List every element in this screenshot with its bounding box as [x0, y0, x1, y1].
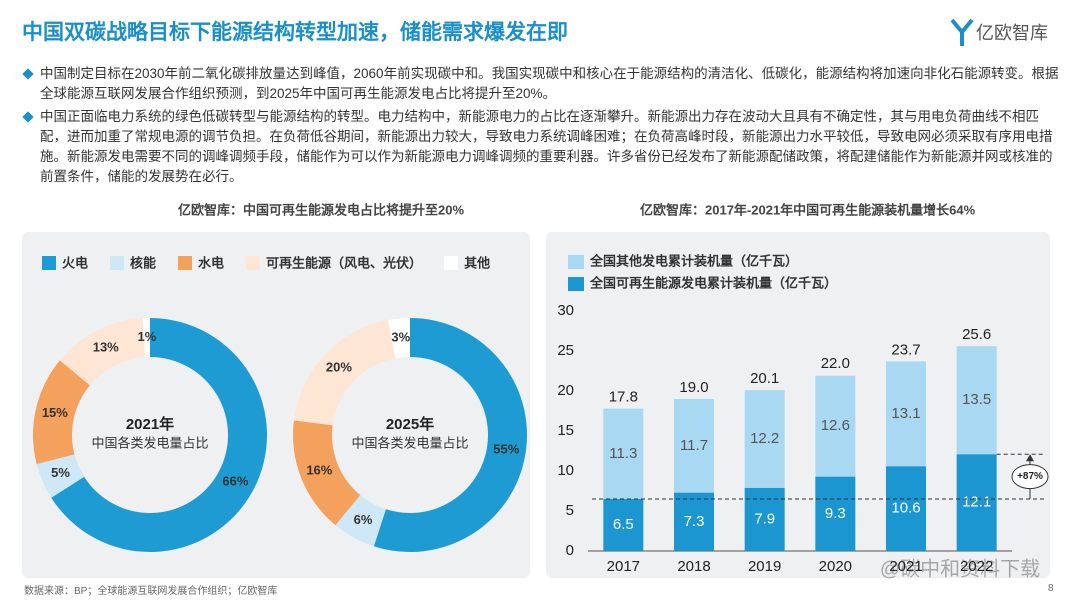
pie-slice — [59, 318, 146, 386]
bar-segment — [956, 454, 997, 551]
value-label: 11.7 — [680, 437, 708, 454]
bar-segment — [744, 487, 785, 551]
legend-label: 可再生能源（风电、光伏） — [266, 255, 422, 270]
source: 数据来源：BP；全球能源互联网发展合作组织；亿欧智库 — [24, 586, 278, 597]
legend-label: 火电 — [62, 255, 88, 270]
y-tick-label: 25 — [557, 342, 574, 359]
legend-label: 其他 — [464, 255, 490, 270]
center-title: 2021年 — [126, 415, 174, 433]
value-label: 6.5 — [613, 516, 634, 533]
pie-slice — [51, 318, 268, 553]
legend-label: 水电 — [198, 255, 224, 270]
x-tick-label: 2022 — [960, 558, 993, 575]
center-label: 中国各类发电量占比 — [351, 435, 468, 450]
value-label: 11.3 — [609, 445, 637, 462]
bar-segment — [886, 466, 926, 551]
value-label: 12.1 — [962, 494, 991, 511]
center-title: 2025年 — [386, 415, 434, 433]
bar-segment — [674, 399, 714, 493]
value-label: 13.1 — [891, 405, 920, 422]
bullet-text: 中国制定目标在2030年前二氧化碳排放量达到峰值，2060年前实现碳中和。我国实… — [40, 66, 1059, 101]
bar-segment — [744, 390, 785, 488]
value-label: 20% — [326, 360, 352, 375]
legend-swatch — [444, 256, 459, 270]
y-tick-label: 15 — [557, 422, 574, 439]
legend-label: 核能 — [130, 255, 156, 270]
center-label: 中国各类发电量占比 — [91, 435, 208, 450]
value-label: 16% — [306, 462, 332, 477]
legend-swatch — [178, 256, 193, 270]
value-label: 13.5 — [962, 391, 991, 408]
y-tick-label: 5 — [566, 502, 574, 519]
logo: 亿欧智库 — [976, 23, 1048, 43]
value-label: 15% — [42, 405, 68, 420]
legend-swatch — [568, 277, 584, 291]
bullet-text: 中国正面临电力系统的绿色低碳转型与能源结构的转型。电力结构中，新能源电力的占比在… — [40, 109, 1053, 184]
bar-segment — [886, 361, 926, 467]
total-label: 22.0 — [821, 355, 850, 372]
chart-title: 亿欧智库：2017年-2021年中国可再生能源装机量增长64% — [640, 202, 976, 217]
bar-segment — [603, 499, 644, 551]
y-tick-label: 10 — [557, 462, 574, 479]
pie-slice — [33, 360, 90, 465]
legend-swatch — [246, 256, 261, 270]
x-tick-label: 2017 — [607, 558, 640, 575]
value-label: 10.6 — [891, 500, 920, 517]
pie-slice — [373, 318, 527, 553]
value-label: 66% — [222, 473, 248, 488]
value-label: 5% — [51, 465, 70, 480]
bar-segment — [815, 375, 856, 477]
value-label: 9.3 — [825, 505, 846, 522]
value-label: 7.3 — [684, 513, 705, 530]
value-label: 13% — [93, 340, 119, 355]
x-tick-label: 2020 — [819, 558, 852, 575]
total-label: 17.8 — [609, 389, 638, 406]
pie-slice — [36, 454, 85, 498]
value-label: 55% — [493, 442, 519, 457]
bar-segment — [674, 492, 714, 551]
y-tick-label: 0 — [566, 542, 574, 559]
annotation-bubble — [1011, 464, 1049, 490]
total-label: 20.1 — [750, 370, 779, 387]
value-label: 3% — [391, 329, 410, 344]
bar-segment — [815, 476, 856, 551]
legend-swatch — [42, 256, 56, 270]
x-tick-label: 2018 — [677, 558, 710, 575]
value-label: 7.9 — [754, 510, 775, 527]
total-label: 19.0 — [679, 379, 708, 396]
pie-slice — [388, 318, 410, 359]
page-number: 8 — [1048, 583, 1054, 594]
total-label: 23.7 — [891, 341, 920, 358]
watermark: @碳中和资料下载 — [880, 557, 1040, 580]
value-label: 12.6 — [821, 417, 850, 434]
value-label: 12.2 — [750, 430, 779, 447]
annotation-arrowhead — [1026, 454, 1034, 462]
legend-label: 全国其他发电累计装机量（亿千瓦） — [589, 253, 798, 268]
pie-slice — [142, 318, 150, 358]
annotation: +87% — [1017, 471, 1043, 482]
pie-slice — [293, 320, 396, 426]
y-tick-label: 30 — [557, 302, 574, 319]
pie-slice — [335, 495, 386, 547]
bar-segment — [603, 408, 644, 499]
legend-swatch — [110, 256, 125, 270]
pie-slice — [292, 420, 361, 526]
legend-swatch — [568, 255, 584, 269]
bar-segment — [956, 346, 997, 455]
page-title: 中国双碳战略目标下能源结构转型加速，储能需求爆发在即 — [22, 21, 568, 44]
x-tick-label: 2019 — [748, 558, 781, 575]
total-label: 25.6 — [962, 326, 991, 343]
legend-label: 全国可再生能源发电累计装机量（亿千瓦） — [589, 275, 837, 290]
chart-title: 亿欧智库：中国可再生能源发电占比将提升至20% — [178, 202, 464, 217]
logo-icon — [950, 18, 974, 46]
y-tick-label: 20 — [557, 382, 574, 399]
x-tick-label: 2021 — [889, 558, 922, 575]
value-label: 6% — [354, 512, 373, 527]
value-label: 1% — [138, 329, 157, 344]
